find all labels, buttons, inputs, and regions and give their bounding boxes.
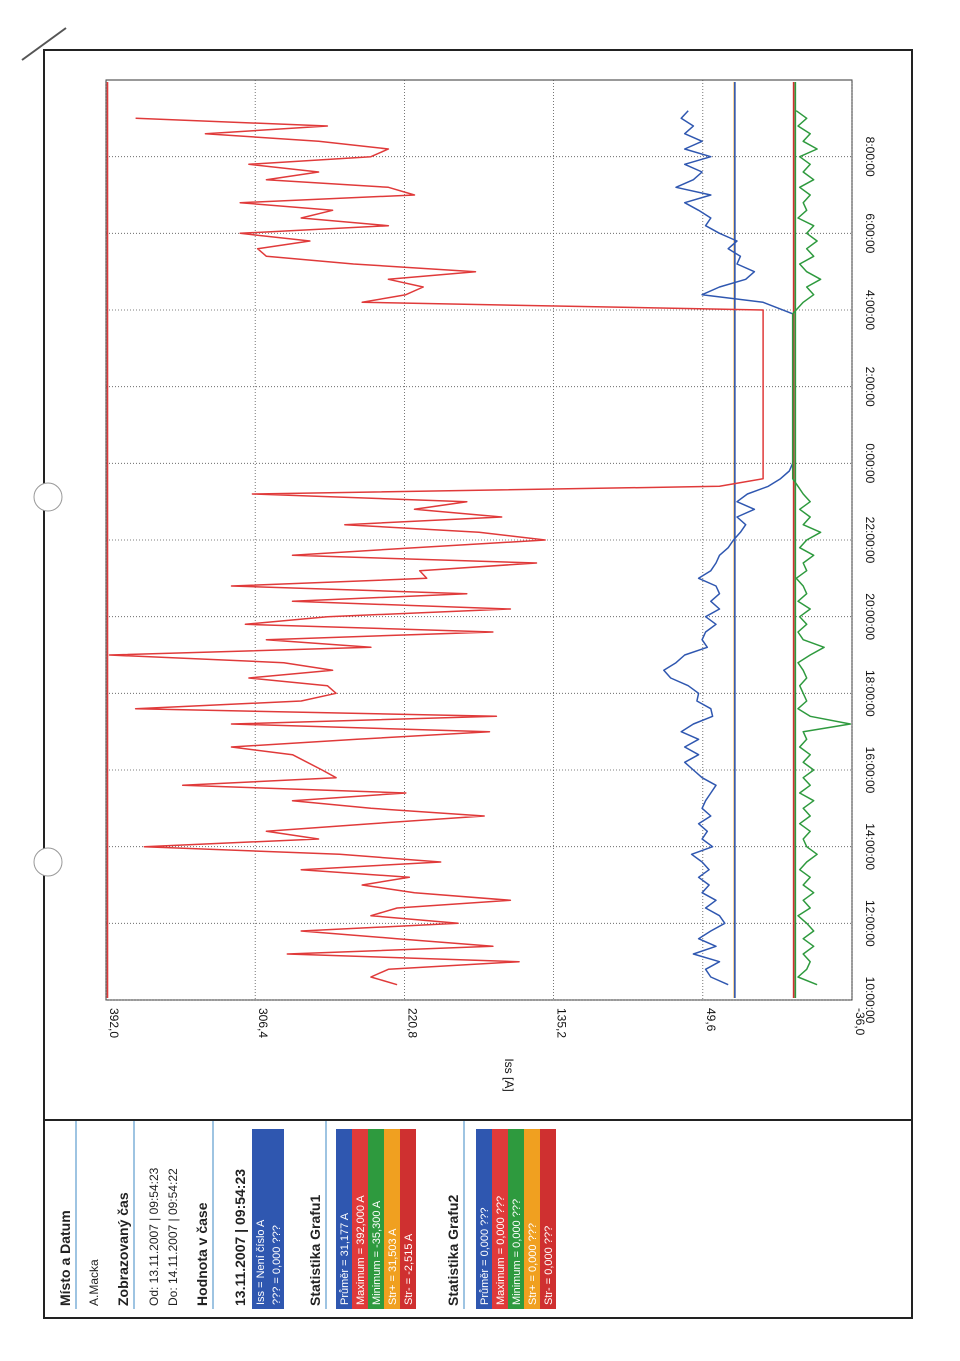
x-tick-label: 4:00:00	[863, 290, 877, 330]
punch-hole	[33, 482, 63, 512]
value-item: ??? = 0,000 ???	[271, 1225, 283, 1305]
x-tick-label: 14:00:00	[863, 823, 877, 870]
stats1-item-bg	[368, 1129, 384, 1309]
stats2-item: Maximum = 0,000 ???	[495, 1196, 507, 1305]
y-axis-label: Iss [A]	[502, 1058, 516, 1091]
stats2-item: Minimum = 0,000 ???	[511, 1199, 523, 1305]
place-value: A.Macka	[87, 1259, 101, 1306]
x-tick-label: 12:00:00	[863, 900, 877, 947]
stats2-item: Průměr = 0,000 ???	[479, 1207, 491, 1305]
stats2-item-bg	[524, 1129, 540, 1309]
stats1-item: Maximum = 392,000 A	[355, 1195, 367, 1305]
y-tick-labels: 392,0 306,4 220,8 135,2 49,6 -36,0	[107, 1008, 867, 1038]
value-item: Iss = Není číslo A	[255, 1219, 267, 1305]
scan-mark	[21, 27, 67, 61]
stats1-item-bg	[352, 1129, 368, 1309]
stats1-item-bg	[400, 1129, 416, 1309]
x-tick-label: 22:00:00	[863, 517, 877, 564]
value-heading: Hodnota v čase	[194, 1202, 210, 1306]
time-from: Od: 13.11.2007 | 09:54:23	[147, 1167, 161, 1306]
x-tick-label: 20:00:00	[863, 593, 877, 640]
x-tick-label: 0:00:00	[863, 443, 877, 483]
stats1-item-bg	[384, 1129, 400, 1309]
y-tick-label: 392,0	[107, 1008, 121, 1038]
x-tick-label: 8:00:00	[863, 137, 877, 177]
stats1-item: Minimum = -35,300 A	[371, 1200, 383, 1305]
page-frame	[43, 49, 913, 1319]
series-line-green	[791, 110, 852, 986]
info-sidebar: Místo a Datum A.Macka Zobrazovaný čas Od…	[57, 1121, 556, 1309]
x-tick-label: 18:00:00	[863, 670, 877, 717]
stats1-item-bg	[336, 1129, 352, 1309]
stats2-item: Str+ = 0,000 ???	[527, 1223, 539, 1305]
value-time: 13.11.2007 | 09:54:23	[232, 1169, 248, 1306]
x-tick-label: 6:00:00	[863, 213, 877, 253]
series-line-red	[108, 117, 764, 986]
y-tick-label: 220,8	[405, 1008, 419, 1038]
stats2-item-bg	[476, 1129, 492, 1309]
y-tick-label: 135,2	[555, 1008, 569, 1038]
time-heading: Zobrazovaný čas	[115, 1192, 131, 1306]
stats2-item: Str- = 0,000 ???	[543, 1226, 555, 1305]
y-tick-label: 49,6	[704, 1008, 718, 1032]
stats2-item-bg	[508, 1129, 524, 1309]
place-heading: Místo a Datum	[57, 1210, 73, 1306]
stats1-item: Str+ = 31,503 A	[387, 1228, 399, 1305]
x-tick-labels: 10:00:00 12:00:00 14:00:00 16:00:00 18:00:00…	[863, 137, 877, 1024]
stats2-item-bg	[540, 1129, 556, 1309]
stats1-heading: Statistika Grafu1	[307, 1195, 323, 1306]
series-lines	[108, 110, 852, 986]
x-tick-label: 16:00:00	[863, 747, 877, 794]
punch-hole	[33, 847, 63, 877]
stats1-item: Průměr = 31,177 A	[339, 1212, 351, 1305]
x-tick-label: 2:00:00	[863, 367, 877, 407]
line-chart: 392,0 306,4 220,8 135,2 49,6 -36,0 10:00:00 12…	[105, 79, 877, 1092]
x-tick-label: 10:00:00	[863, 977, 877, 1024]
stats1-item: Str- = -2,515 A	[403, 1233, 415, 1305]
value-item-bg	[252, 1129, 268, 1309]
stats2-heading: Statistika Grafu2	[445, 1195, 461, 1306]
value-item-bg	[268, 1129, 284, 1309]
y-tick-label: 306,4	[256, 1008, 270, 1038]
series-line-blue	[663, 110, 794, 986]
stats2-item-bg	[492, 1129, 508, 1309]
y-tick-label: -36,0	[853, 1008, 867, 1036]
time-to: Do: 14.11.2007 | 09:54:22	[166, 1168, 180, 1306]
grid	[105, 80, 853, 1001]
